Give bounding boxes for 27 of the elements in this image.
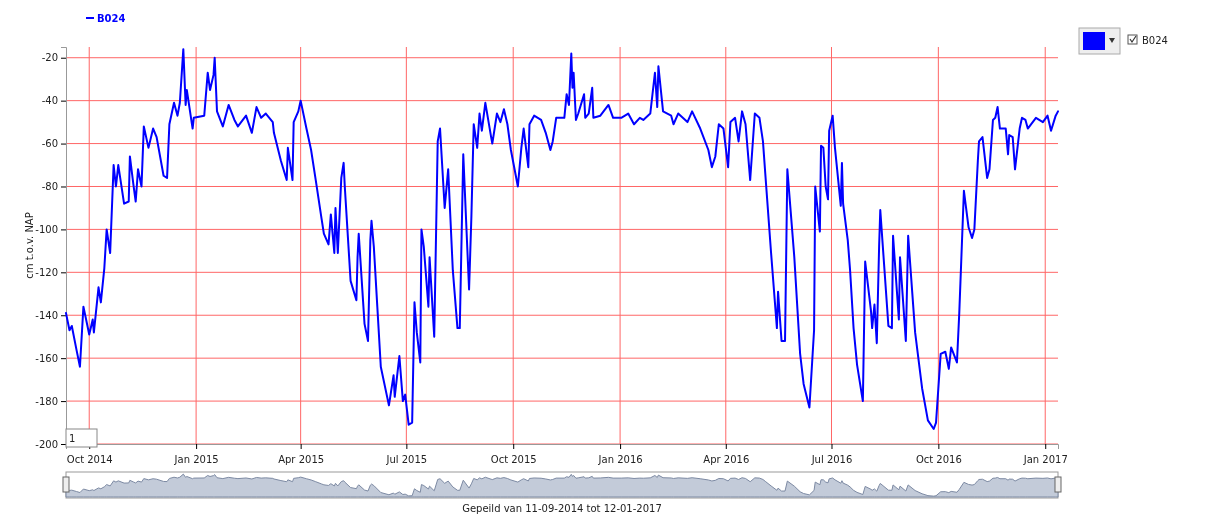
y-axis-title: cm t.o.v. NAP: [24, 212, 35, 279]
x-tick-label: Apr 2016: [703, 454, 750, 465]
y-tick-label: -80: [41, 181, 58, 193]
series-toggle: B024: [1078, 27, 1168, 55]
legend-label: B024: [97, 13, 126, 24]
y-tick-label: -60: [41, 138, 58, 150]
x-tick-label: Jan 2016: [597, 454, 643, 465]
y-tick-label: -180: [35, 395, 58, 407]
y-tick-label: -120: [35, 267, 58, 279]
text: Gepeild van 11-09-2014 tot 12-01-2017: [462, 503, 662, 514]
annotation: 1: [69, 433, 76, 444]
x-tick-label: Oct 2016: [915, 454, 962, 465]
x-tick-label: Jan 2017: [1022, 454, 1068, 465]
y-tick-label: -200: [35, 438, 58, 450]
x-tick-label: Apr 2015: [278, 454, 325, 465]
y-tick-label: -40: [41, 95, 58, 107]
x-tick-label: Oct 2014: [66, 454, 113, 465]
x-tick-label: Jul 2016: [810, 454, 853, 465]
x-tick-label: Jan 2015: [173, 454, 219, 465]
y-tick-label: -100: [35, 224, 58, 236]
x-tick-label: Oct 2015: [490, 454, 537, 465]
y-tick-label: -20: [41, 52, 58, 64]
line-series: [65, 48, 1059, 430]
x-tick-label: Jul 2015: [385, 454, 428, 465]
input-field: 1: [65, 428, 98, 448]
y-tick-label: -160: [35, 352, 58, 364]
y-tick-label: -140: [35, 309, 58, 321]
